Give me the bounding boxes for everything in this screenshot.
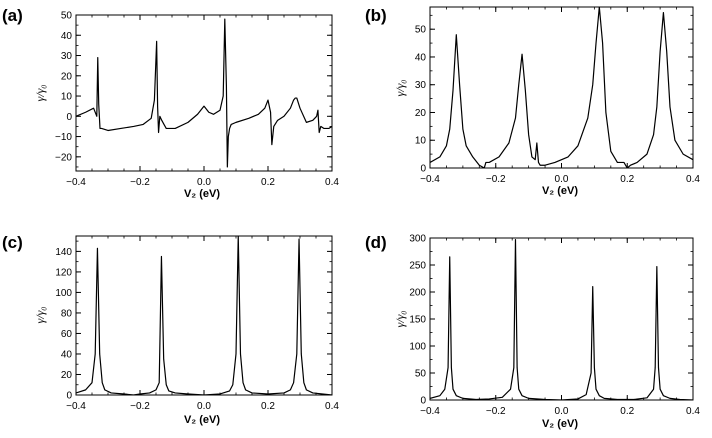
y-tick-label: 100 [55, 288, 72, 299]
x-tick-label: 0.4 [325, 401, 339, 412]
y-axis-label: γ/γ₀ [393, 80, 407, 97]
x-tick-label: −0.2 [130, 177, 150, 188]
x-tick-label: 0.2 [620, 174, 634, 185]
y-tick-label: 0 [420, 164, 426, 175]
x-axis-label: V₂ (eV) [542, 418, 578, 430]
plot-frame [429, 6, 694, 169]
x-axis-label: V₂ (eV) [184, 188, 220, 200]
y-tick-label: 20 [61, 370, 73, 381]
y-axis-label: γ/γ₀ [393, 311, 407, 328]
x-tick-label: 0.0 [197, 401, 211, 412]
y-tick-label: 80 [61, 308, 73, 319]
y-tick-label: 150 [409, 315, 426, 326]
x-tick-label: −0.2 [486, 406, 506, 417]
y-tick-label: 140 [55, 247, 72, 258]
y-tick-label: 50 [415, 369, 427, 380]
x-tick-label: −0.4 [66, 401, 86, 412]
x-tick-label: 0.2 [261, 401, 275, 412]
x-tick-label: 0.0 [555, 406, 569, 417]
y-tick-label: 20 [415, 108, 427, 119]
y-tick-label: 100 [409, 342, 426, 353]
y-tick-label: 10 [415, 136, 427, 147]
x-tick-label: 0.0 [555, 174, 569, 185]
series-line-0 [76, 18, 332, 168]
panel-d: −0.4 −0.2 0.0 0.2 0.4 0 50 100 150 200 250 300 (d) V₂… [365, 233, 700, 430]
x-tick-label: 0.4 [686, 174, 700, 185]
panel-c: −0.4 −0.2 0.0 0.2 0.4 0 20 40 60 80 100 120 140 (c) V₂… [2, 233, 339, 426]
y-axis-label: γ/γ₀ [33, 85, 47, 102]
y-tick-label: −20 [55, 152, 72, 163]
x-tick-label: 0.4 [686, 406, 700, 417]
panel-b: −0.4 −0.2 0.0 0.2 0.4 0 10 20 30 40 50 (b) V₂ (eV) γ/… [365, 6, 700, 197]
x-tick-label: 0.0 [197, 177, 211, 188]
plot-frame [75, 14, 333, 172]
x-axis-label: V₂ (eV) [542, 185, 578, 197]
series-line-0 [430, 239, 693, 400]
y-tick-label: 120 [55, 267, 72, 278]
x-tick-label: 0.4 [325, 177, 339, 188]
y-tick-label: 60 [61, 329, 73, 340]
x-tick-label: 0.2 [620, 406, 634, 417]
panel-a: −0.4 −0.2 0.0 0.2 0.4 −20 −10 0 10 20 30 40 50 (a) V₂ … [2, 6, 339, 200]
y-tick-label: 200 [409, 288, 426, 299]
y-tick-label: 300 [409, 234, 426, 245]
x-tick-label: −0.4 [420, 174, 440, 185]
y-axis-label: γ/γ₀ [33, 307, 47, 324]
y-tick-label: 10 [61, 92, 73, 103]
panel-label: (d) [365, 233, 387, 252]
series-line-0 [76, 236, 332, 395]
x-tick-label: −0.2 [486, 174, 506, 185]
x-axis-label: V₂ (eV) [184, 414, 220, 426]
y-tick-label: 250 [409, 261, 426, 272]
series-line-0 [430, 7, 693, 168]
plot-frame [75, 235, 333, 396]
y-tick-label: 0 [66, 112, 72, 123]
panel-label: (b) [365, 6, 387, 25]
y-tick-label: 40 [61, 349, 73, 360]
x-tick-label: 0.2 [261, 177, 275, 188]
x-tick-label: −0.4 [66, 177, 86, 188]
x-tick-label: −0.4 [420, 406, 440, 417]
y-tick-label: 0 [66, 391, 72, 402]
y-tick-label: 50 [415, 25, 427, 36]
panel-label: (a) [2, 6, 23, 25]
y-tick-label: 20 [61, 71, 73, 82]
y-tick-label: 30 [61, 51, 73, 62]
y-tick-label: −10 [55, 132, 72, 143]
panel-label: (c) [2, 233, 23, 252]
y-tick-label: 0 [420, 396, 426, 407]
y-tick-label: 50 [61, 11, 73, 22]
y-tick-label: 30 [415, 80, 427, 91]
y-tick-label: 40 [61, 31, 73, 42]
plot-frame [429, 237, 694, 401]
y-tick-label: 40 [415, 52, 427, 63]
x-tick-label: −0.2 [130, 401, 150, 412]
